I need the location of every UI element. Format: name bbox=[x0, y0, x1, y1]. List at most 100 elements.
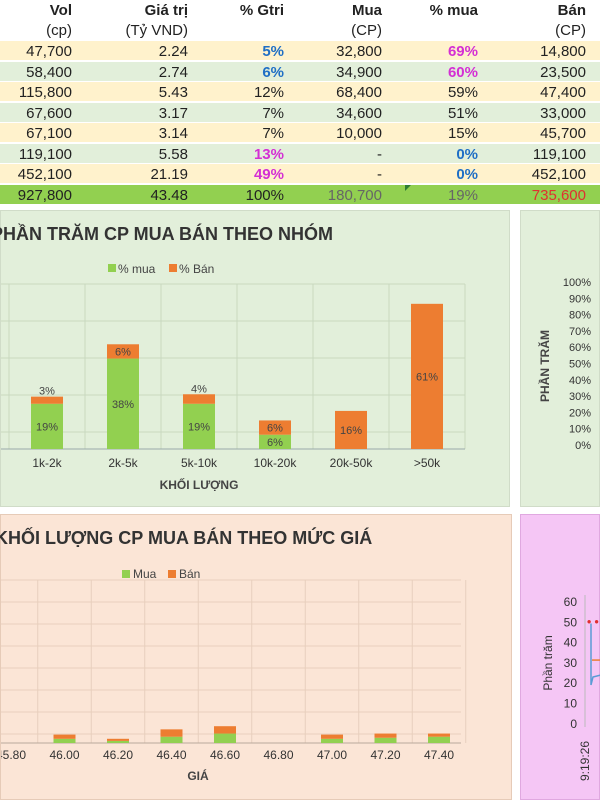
x-tick-label: 46.60 bbox=[210, 748, 240, 762]
y-tick-label: 50 bbox=[564, 615, 578, 629]
y-tick-label: 80% bbox=[569, 310, 591, 322]
y-tick-label: 70% bbox=[569, 326, 591, 338]
y-tick-label: 30 bbox=[564, 656, 578, 670]
bar-segment bbox=[54, 739, 76, 743]
table-cell: 69% bbox=[448, 42, 478, 61]
x-tick-label: 46.40 bbox=[156, 748, 186, 762]
column-unit: (Tỷ VND) bbox=[126, 21, 189, 40]
column-header: Mua bbox=[352, 1, 382, 20]
y-tick-label: 0% bbox=[575, 440, 591, 452]
legend-swatch bbox=[122, 570, 130, 578]
table-cell: 67,600 bbox=[26, 104, 72, 123]
data-table: Vol Giá trị% Gtri Mua% mua Bán (cp) (Tỷ VND)(… bbox=[0, 0, 600, 206]
table-cell: 3.17 bbox=[159, 104, 188, 123]
data-label: 19% bbox=[36, 421, 58, 433]
series-line bbox=[591, 624, 600, 685]
table-cell: 927,800 bbox=[18, 186, 72, 205]
table-cell: 5.43 bbox=[159, 83, 188, 102]
table-cell: 19% bbox=[448, 186, 478, 205]
table-cell: 5% bbox=[262, 42, 284, 61]
table-cell: 7% bbox=[262, 104, 284, 123]
table-row: 927,800 43.48 100% 180,700 19% 735,600 bbox=[0, 185, 600, 205]
series-marker: • • bbox=[587, 615, 599, 629]
bar-segment bbox=[214, 734, 236, 743]
table-cell: 180,700 bbox=[328, 186, 382, 205]
bar-segment bbox=[375, 738, 397, 743]
table-cell: - bbox=[377, 145, 382, 164]
bar-segment bbox=[375, 734, 397, 738]
legend-label: Mua bbox=[133, 567, 157, 581]
table-cell: 10,000 bbox=[336, 124, 382, 143]
table-cell: 34,600 bbox=[336, 104, 382, 123]
y-tick-label: 10 bbox=[564, 697, 578, 711]
table-cell: - bbox=[377, 165, 382, 184]
table-cell: 59% bbox=[448, 83, 478, 102]
x-tick-label: 5k-10k bbox=[181, 456, 218, 470]
table-cell: 100% bbox=[246, 186, 284, 205]
percent-axis-chart: 100%90%80%70%60%50%40%30%20%10%0%PHẦN TR… bbox=[521, 211, 600, 508]
bar-segment bbox=[428, 734, 450, 737]
table-cell: 67,100 bbox=[26, 124, 72, 143]
legend-swatch bbox=[169, 264, 177, 272]
y-tick-label: 90% bbox=[569, 293, 591, 305]
y-tick-label: 50% bbox=[569, 359, 591, 371]
table-cell: 14,800 bbox=[540, 42, 586, 61]
group-chart: % mua % Bán 19% 3% 1k-2k 38% 6% 2k-5k 19% 4% 5k-10… bbox=[1, 211, 511, 508]
x-tick-label: 47.40 bbox=[424, 748, 454, 762]
table-cell: 23,500 bbox=[540, 63, 586, 82]
legend-swatch bbox=[108, 264, 116, 272]
table-cell: 15% bbox=[448, 124, 478, 143]
y-tick-label: 60 bbox=[564, 595, 578, 609]
table-cell: 5.58 bbox=[159, 145, 188, 164]
y-axis-title: PHẦN TRĂM bbox=[537, 330, 552, 402]
table-cell: 68,400 bbox=[336, 83, 382, 102]
table-cell: 45,700 bbox=[540, 124, 586, 143]
table-cell: 51% bbox=[448, 104, 478, 123]
bar-segment bbox=[31, 397, 63, 404]
x-tick-label: 2k-5k bbox=[108, 456, 138, 470]
table-cell: 32,800 bbox=[336, 42, 382, 61]
table-row: 67,100 3.14 7% 10,000 15% 45,700 bbox=[0, 123, 600, 143]
y-tick-label: 40 bbox=[564, 636, 578, 650]
bar-segment bbox=[321, 739, 343, 743]
table-cell: 43.48 bbox=[150, 186, 188, 205]
data-label: 19% bbox=[188, 421, 210, 433]
data-label: 38% bbox=[112, 399, 134, 411]
x-tick-label: 1k-2k bbox=[32, 456, 62, 470]
x-axis-title: GIÁ bbox=[187, 768, 209, 783]
bar-segment bbox=[428, 737, 450, 743]
price-chart-panel: KHỐI LƯỢNG CP MUA BÁN THEO MỨC GIÁ Mua Bá… bbox=[0, 514, 512, 800]
table-cell: 2.24 bbox=[159, 42, 188, 61]
y-tick-label: 10% bbox=[569, 424, 591, 436]
table-cell: 452,100 bbox=[532, 165, 586, 184]
bar-segment bbox=[183, 394, 215, 404]
table-cell: 13% bbox=[254, 145, 284, 164]
table-cell: 7% bbox=[262, 124, 284, 143]
table-cell: 115,800 bbox=[19, 83, 72, 102]
table-cell: 735,600 bbox=[532, 186, 586, 205]
group-chart-panel: PHẦN TRĂM CP MUA BÁN THEO NHÓM % mua% Bá… bbox=[0, 210, 510, 507]
table-cell: 452,100 bbox=[18, 165, 72, 184]
legend-label: % Bán bbox=[179, 262, 214, 276]
table-cell: 6% bbox=[262, 63, 284, 82]
table-cell: 119,100 bbox=[533, 145, 586, 164]
x-tick-label: 20k-50k bbox=[330, 456, 374, 470]
data-label: 6% bbox=[115, 346, 131, 358]
table-cell: 47,400 bbox=[540, 83, 586, 102]
y-tick-label: 20 bbox=[564, 676, 578, 690]
bar-segment bbox=[107, 739, 129, 741]
y-tick-label: 0 bbox=[570, 717, 577, 731]
data-label: 6% bbox=[267, 437, 283, 449]
table-row: 115,800 5.43 12% 68,400 59% 47,400 bbox=[0, 82, 600, 102]
y-tick-label: 40% bbox=[569, 375, 591, 387]
bar-segment bbox=[161, 729, 183, 736]
table-row: 58,400 2.74 6% 34,900 60% 23,500 bbox=[0, 62, 600, 82]
table-cell: 2.74 bbox=[159, 63, 188, 82]
table-cell: 3.14 bbox=[159, 124, 188, 143]
x-tick-label: 45.80 bbox=[1, 748, 26, 762]
legend-swatch bbox=[168, 570, 176, 578]
data-label: 3% bbox=[39, 386, 55, 398]
y-tick-label: 100% bbox=[563, 277, 591, 289]
table-subheader: (cp) (Tỷ VND) (CP) (CP) bbox=[0, 20, 600, 40]
x-tick-label: 10k-20k bbox=[254, 456, 298, 470]
